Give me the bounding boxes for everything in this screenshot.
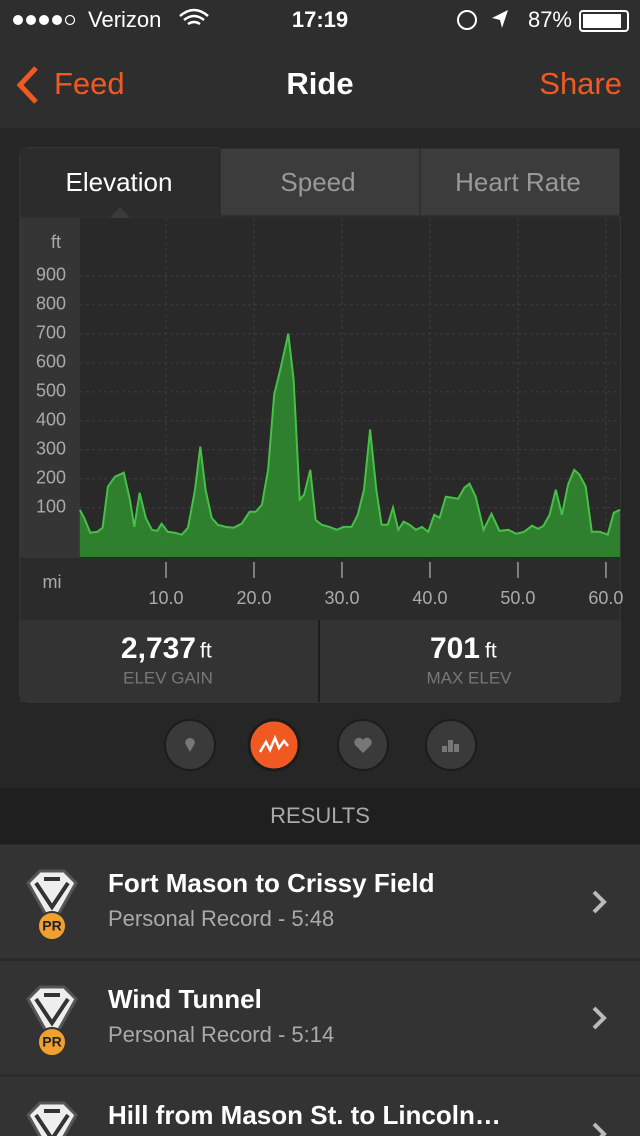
medal-stripes bbox=[34, 1109, 70, 1136]
y-tick-label: 800 bbox=[36, 294, 66, 314]
signal bbox=[13, 14, 76, 26]
results-header bbox=[0, 788, 640, 844]
result-title: Hill from Mason St. to Lincoln… bbox=[108, 1100, 501, 1130]
tab-bg[interactable] bbox=[219, 147, 421, 217]
clock: 17:19 bbox=[292, 7, 348, 32]
y-tick-label: 400 bbox=[36, 410, 66, 430]
wifi-icon bbox=[179, 8, 209, 26]
x-tick-label: 40.0 bbox=[412, 588, 447, 608]
medal-stripes bbox=[34, 993, 70, 1027]
y-tick-label: 500 bbox=[36, 381, 66, 401]
chevron[interactable] bbox=[592, 1122, 607, 1136]
y-tick-label: 600 bbox=[36, 352, 66, 372]
nav-title: Ride bbox=[286, 66, 353, 101]
result-subtitle: Personal Record - 5:14 bbox=[108, 1022, 334, 1047]
y-axis-band bbox=[20, 218, 80, 558]
chevron[interactable] bbox=[592, 890, 607, 914]
tab[interactable]: Heart Rate bbox=[455, 167, 581, 197]
location-icon bbox=[492, 10, 508, 28]
stat-value: 2,737 bbox=[121, 632, 196, 665]
elevation-line bbox=[78, 333, 621, 537]
x-tick-label: 60.0 bbox=[588, 588, 623, 608]
stat-unit: ft bbox=[485, 640, 497, 663]
result-row[interactable] bbox=[0, 845, 640, 958]
badge bbox=[37, 911, 67, 941]
y-unit: ft bbox=[51, 232, 61, 252]
results-list: PR Fort Mason to Crissy Field Personal Rec… bbox=[0, 845, 640, 1136]
analysis-icon bbox=[258, 734, 289, 754]
result-row[interactable] bbox=[0, 961, 640, 1074]
medal-icon bbox=[26, 1101, 78, 1136]
lock-icon bbox=[457, 10, 477, 30]
share-button[interactable]: Share bbox=[539, 66, 622, 101]
medal-stripes bbox=[34, 877, 70, 911]
x-tick-label: 20.0 bbox=[236, 588, 271, 608]
tab-notch bbox=[110, 207, 130, 218]
back-button[interactable]: Feed bbox=[54, 66, 125, 101]
stat-value: 701 bbox=[430, 632, 480, 665]
badge-label: PR bbox=[42, 1034, 61, 1050]
x-axis-band bbox=[20, 558, 620, 620]
x-tick-label: 10.0 bbox=[148, 588, 183, 608]
result-title: Fort Mason to Crissy Field bbox=[108, 868, 435, 898]
y-tick-label: 100 bbox=[36, 496, 66, 516]
view-switcher bbox=[164, 718, 477, 772]
plot-bg bbox=[80, 218, 620, 558]
analysis-button[interactable] bbox=[247, 718, 301, 772]
y-tick-label: 900 bbox=[36, 265, 66, 285]
carrier: Verizon bbox=[88, 7, 161, 32]
x-unit: mi bbox=[43, 572, 62, 592]
tab[interactable]: Speed bbox=[280, 167, 355, 197]
elevation-area bbox=[79, 333, 621, 557]
stat-unit: ft bbox=[200, 640, 212, 663]
y-tick-label: 300 bbox=[36, 439, 66, 459]
result-title: Wind Tunnel bbox=[108, 984, 262, 1014]
battery-fill bbox=[583, 14, 621, 28]
splits-icon bbox=[442, 740, 459, 752]
tab[interactable]: Elevation bbox=[66, 167, 173, 197]
battery-icon bbox=[579, 10, 629, 32]
map-icon bbox=[185, 738, 195, 752]
result-row[interactable] bbox=[0, 1077, 640, 1136]
y-tick-label: 200 bbox=[36, 468, 66, 488]
x-tick-label: 50.0 bbox=[500, 588, 535, 608]
back-chevron[interactable] bbox=[16, 66, 38, 104]
results-title: RESULTS bbox=[270, 803, 370, 828]
stat-label: MAX ELEV bbox=[426, 668, 512, 687]
y-tick-label: 700 bbox=[36, 323, 66, 343]
badge-label: PR bbox=[42, 918, 61, 934]
tab-bg[interactable] bbox=[20, 148, 220, 216]
result-subtitle: Personal Record - 5:48 bbox=[108, 906, 334, 931]
badge bbox=[37, 1027, 67, 1057]
battery-level: 87% bbox=[528, 7, 572, 32]
x-tick-label: 30.0 bbox=[324, 588, 359, 608]
plot: 100 200 300 400 500 600 700 800 900 10.0 20.0 30.0 4… bbox=[36, 218, 623, 608]
nav-bar bbox=[0, 0, 640, 128]
tab-bg[interactable] bbox=[419, 147, 621, 217]
stat-label: ELEV GAIN bbox=[123, 668, 213, 687]
heart-icon bbox=[354, 737, 372, 753]
chevron[interactable] bbox=[592, 1006, 607, 1030]
